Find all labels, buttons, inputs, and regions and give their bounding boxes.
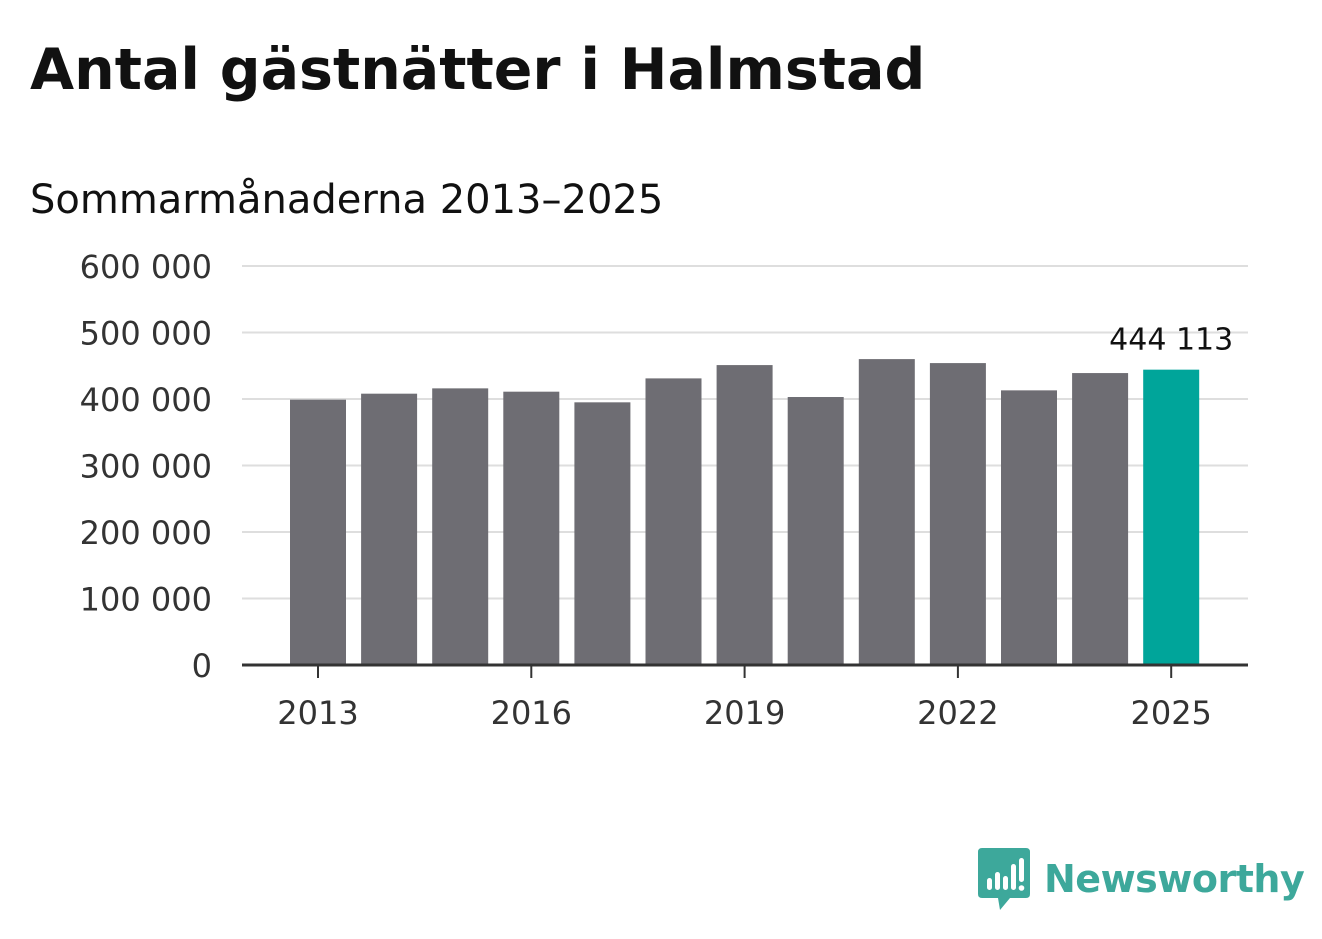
x-tick-label: 2013 xyxy=(277,694,358,732)
bar-2017 xyxy=(574,402,631,665)
bar-2020 xyxy=(787,397,844,665)
chart-subtitle: Sommarmånaderna 2013–2025 xyxy=(30,177,664,223)
brand: Newsworthy xyxy=(978,846,1305,912)
y-tick-label: 200 000 xyxy=(80,514,212,552)
bar-2022 xyxy=(929,363,986,665)
y-tick-label: 500 000 xyxy=(80,315,212,353)
bar-2023 xyxy=(1001,390,1057,665)
newsworthy-logo-icon xyxy=(978,848,1030,910)
y-tick-label: 0 xyxy=(192,647,212,685)
x-tick-label: 2025 xyxy=(1130,694,1211,732)
y-tick-label: 100 000 xyxy=(80,581,212,619)
bar-2018 xyxy=(645,378,702,665)
y-tick-label: 300 000 xyxy=(80,448,212,486)
bar-2016 xyxy=(503,391,560,665)
bar-2024 xyxy=(1072,373,1129,665)
y-tick-label: 600 000 xyxy=(80,248,212,286)
bar-2015 xyxy=(432,388,489,665)
brand-name: Newsworthy xyxy=(1044,857,1305,901)
chart-title: Antal gästnätter i Halmstad xyxy=(30,37,926,103)
data-label: 444 113 xyxy=(1109,323,1233,358)
x-tick-label: 2022 xyxy=(917,694,998,732)
bar-2025 xyxy=(1143,369,1200,665)
bar-2014 xyxy=(361,393,418,665)
x-tick-label: 2019 xyxy=(704,694,785,732)
x-tick-label: 2016 xyxy=(491,694,572,732)
bar-2019 xyxy=(716,365,773,665)
bar-2021 xyxy=(858,359,915,665)
y-tick-label: 400 000 xyxy=(80,381,212,419)
bar-2013 xyxy=(290,399,346,665)
